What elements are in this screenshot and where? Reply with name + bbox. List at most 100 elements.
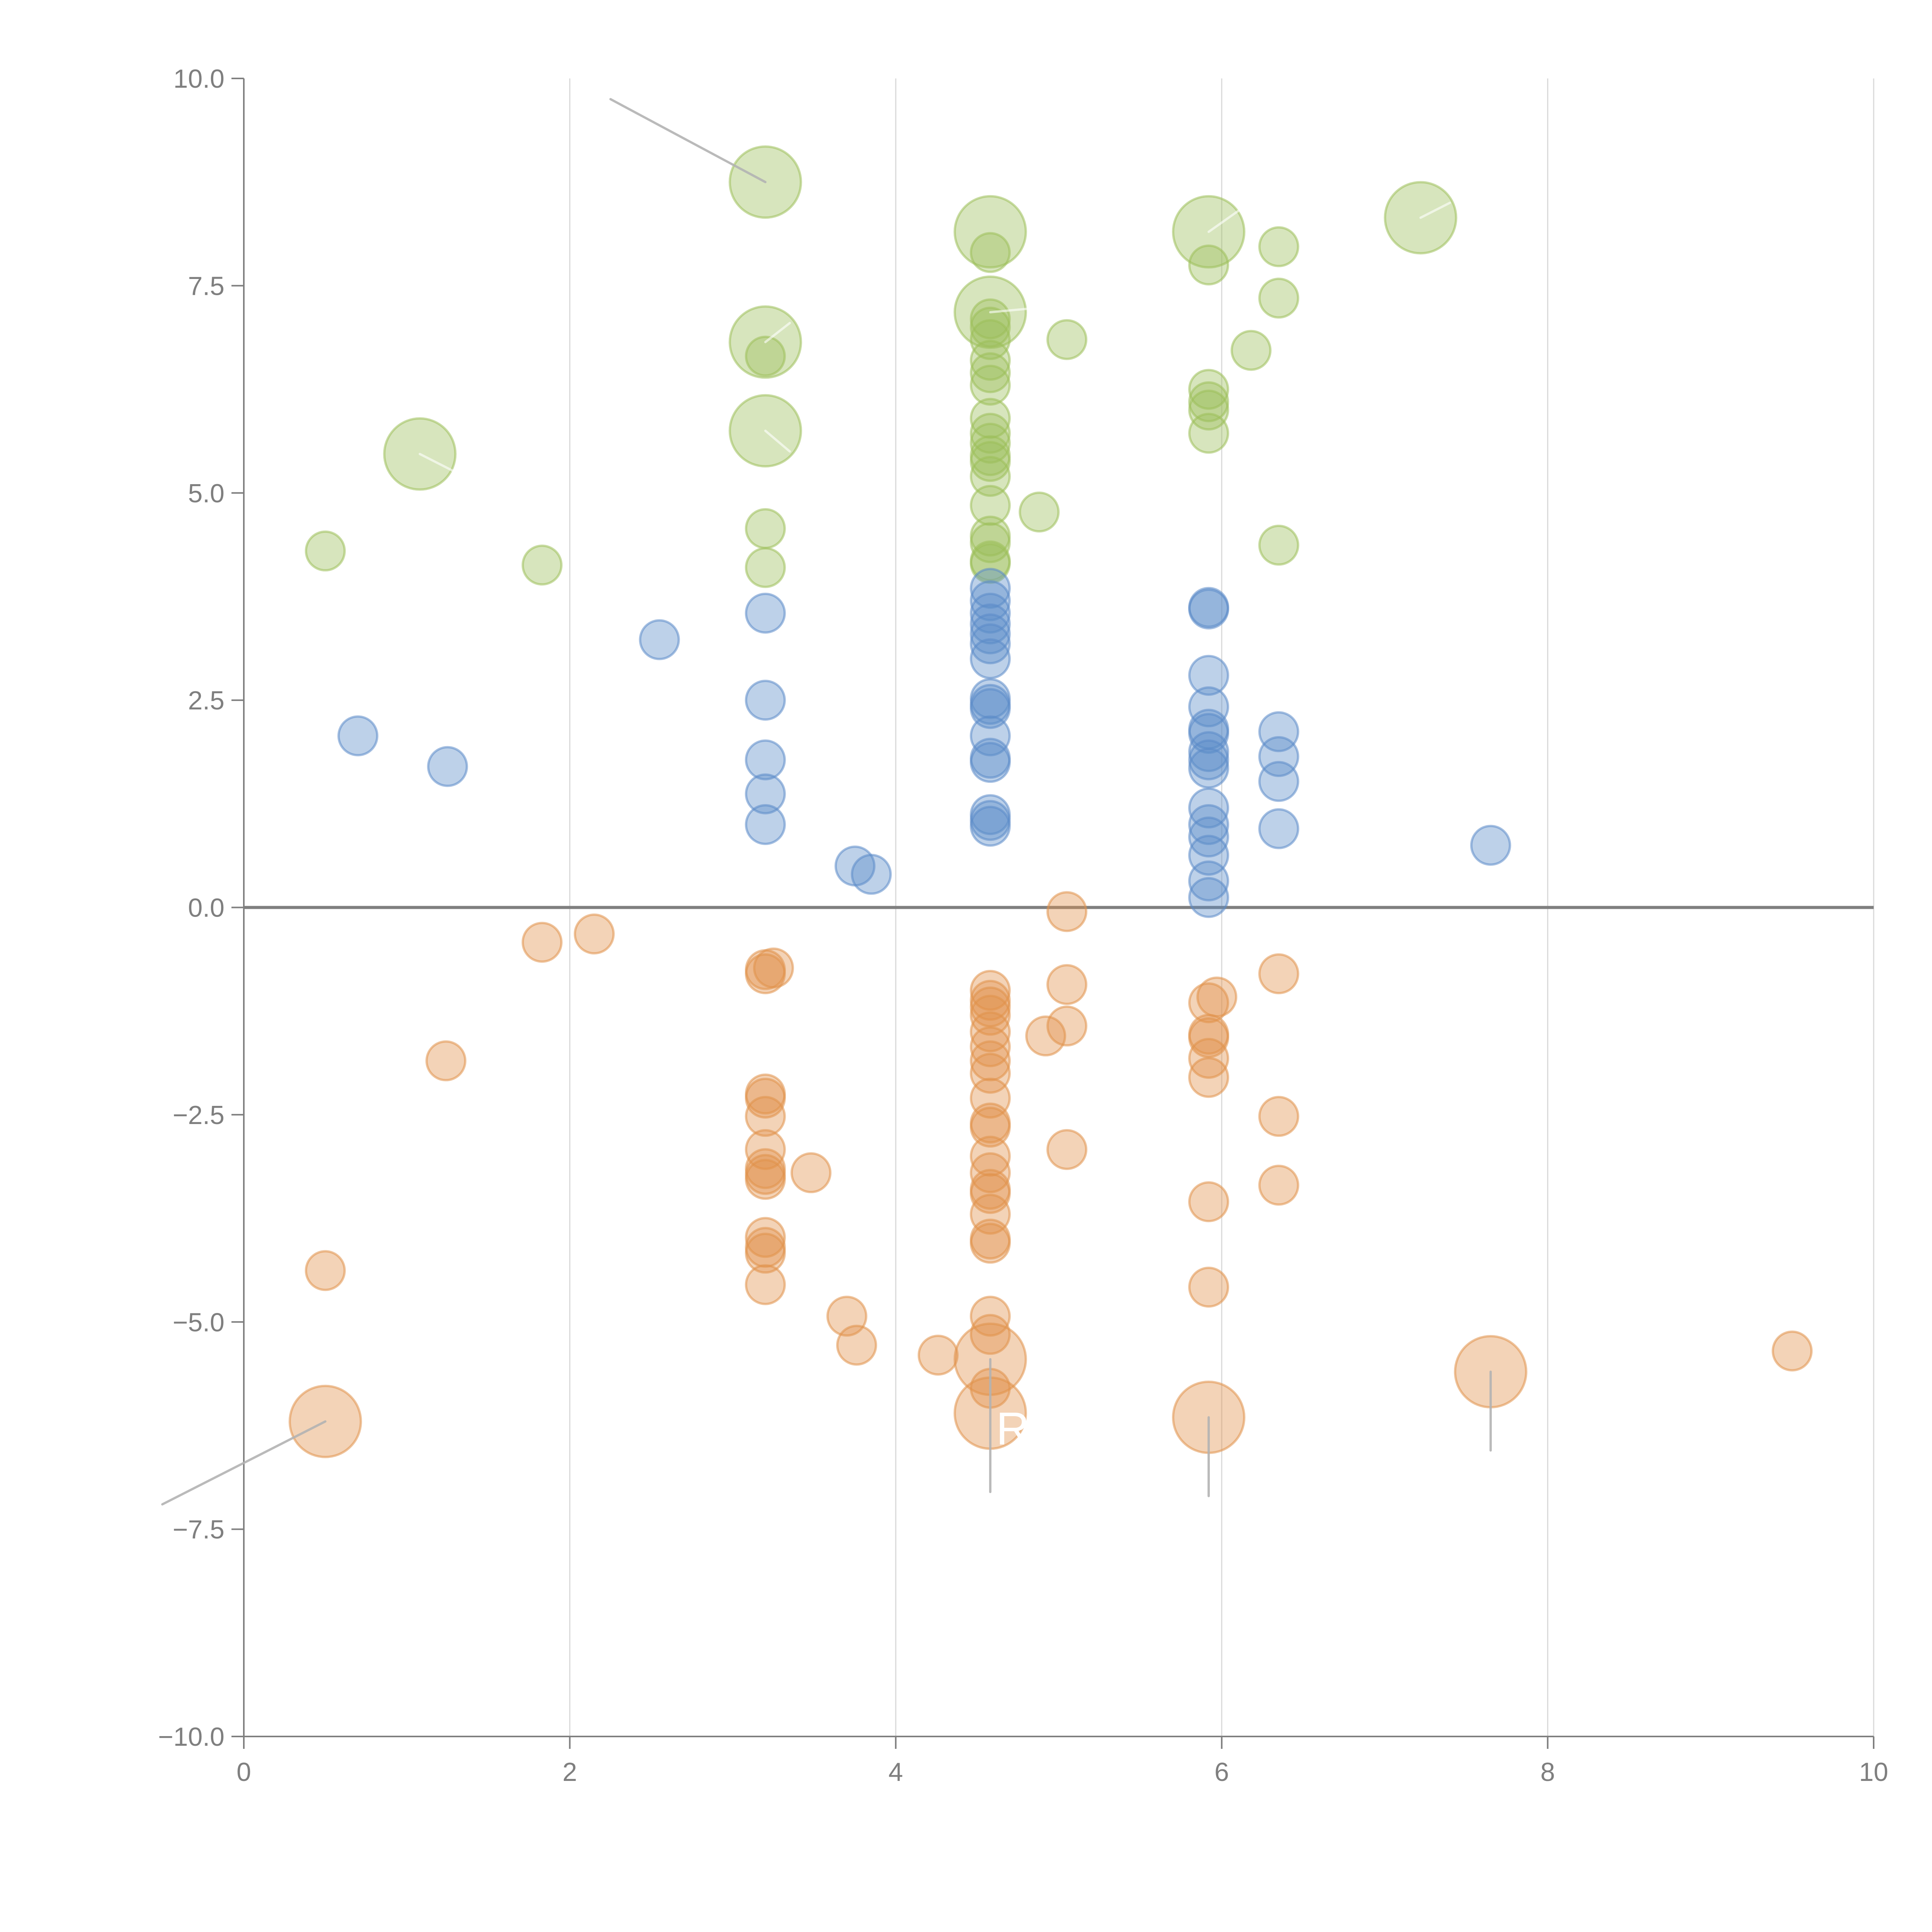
annotation-label: R	[996, 1403, 1030, 1454]
bubble-point	[969, 456, 1011, 497]
bubble-point	[1025, 1015, 1066, 1057]
bubble-point	[745, 1096, 786, 1137]
bubble-point	[745, 1233, 786, 1274]
bubble-point	[969, 1011, 1011, 1053]
x-tick-label: 0	[236, 1757, 251, 1787]
bubble-point	[1188, 413, 1230, 454]
bubble-point	[304, 530, 346, 571]
bubble-point	[521, 922, 563, 963]
bubble-point	[969, 485, 1011, 526]
bubble-point	[969, 1173, 1011, 1214]
bubble-point	[969, 970, 1011, 1011]
annotation-leader	[764, 321, 791, 344]
bubble-point	[969, 441, 1011, 482]
bubble-point	[969, 543, 1011, 584]
bubble-point	[1188, 655, 1230, 696]
bubble-point	[1188, 369, 1230, 410]
bubble-point	[953, 195, 1027, 269]
bubble-point	[969, 638, 1011, 679]
bubble-point	[836, 1325, 877, 1366]
x-tick-label: 6	[1214, 1757, 1229, 1787]
bubble-point	[969, 568, 1011, 609]
bubble-point	[1258, 1165, 1299, 1206]
y-tick-label: 2.5	[188, 686, 224, 715]
bubble-point	[1258, 808, 1299, 849]
bubble-point	[850, 854, 892, 895]
bubble-point	[1188, 877, 1230, 918]
bubble-point	[969, 352, 1011, 393]
bubble-point	[745, 1159, 786, 1200]
y-tick-label: −5.0	[173, 1308, 224, 1337]
annotation-leader	[1208, 210, 1239, 233]
bubble-point	[745, 335, 786, 377]
x-tick-label: 10	[1859, 1757, 1888, 1787]
bubble-point	[1230, 330, 1272, 371]
annotation-leader	[418, 452, 457, 474]
bubble-point	[745, 739, 786, 781]
bubble-point	[1046, 1005, 1088, 1047]
bubble-point	[969, 364, 1011, 406]
bubble-point	[969, 613, 1011, 655]
bubble-point	[1258, 761, 1299, 802]
bubble-point	[521, 544, 563, 586]
x-axis-ticks: 0 2 4 6 8 10	[236, 1736, 1888, 1787]
bubble-point	[1046, 1129, 1088, 1170]
bubble-point	[745, 508, 786, 549]
bubble-point	[1019, 492, 1060, 533]
y-tick-label: −10.0	[158, 1722, 224, 1752]
bubble-point	[1258, 277, 1299, 319]
bubble-point	[1188, 244, 1230, 286]
bubble-point	[1188, 1267, 1230, 1308]
bubble-point	[1258, 953, 1299, 995]
y-tick-label: 5.0	[188, 479, 224, 508]
y-axis-ticks: 10.0 7.5 5.0 2.5 0.0 −2.5 −5.0 −7.5 −10.0	[158, 64, 244, 1752]
y-tick-label: 10.0	[173, 64, 224, 94]
bubble-point	[573, 913, 615, 955]
annotation-leader	[1419, 201, 1451, 219]
bubble-point	[1046, 964, 1088, 1005]
bubble-point	[1188, 787, 1230, 829]
bubble-point	[745, 1264, 786, 1305]
bubble-point	[969, 1107, 1011, 1148]
bubble-point	[969, 232, 1011, 273]
bubble-point	[1188, 860, 1230, 901]
bubble-point	[790, 1152, 832, 1194]
series-green	[304, 145, 1458, 588]
annotation-layer: R	[161, 98, 1492, 1506]
series-blue	[337, 568, 1511, 918]
bubble-point	[1188, 1057, 1230, 1098]
bubble-point	[1046, 891, 1088, 932]
bubble-point	[969, 1053, 1011, 1094]
annotation-leader	[609, 98, 767, 184]
bubble-point	[969, 398, 1011, 439]
bubble-point	[1258, 711, 1299, 752]
bubble-point	[1258, 736, 1299, 777]
bubble-point	[969, 1194, 1011, 1235]
y-tick-label: 7.5	[188, 271, 224, 301]
bubble-point	[969, 742, 1011, 783]
bubble-point	[969, 319, 1011, 360]
bubble-point	[969, 1040, 1011, 1082]
x-tick-label: 4	[888, 1757, 903, 1787]
bubble-point	[639, 619, 680, 660]
bubble-point	[337, 715, 379, 757]
bubble-point	[969, 806, 1011, 847]
bubble-point	[1188, 1181, 1230, 1223]
bubble-point	[969, 1223, 1011, 1264]
bubble-point	[1188, 389, 1230, 431]
series-orange	[288, 891, 1813, 1458]
bubble-point	[1188, 982, 1230, 1024]
bubble-point	[969, 623, 1011, 665]
bubble-point	[425, 1040, 467, 1082]
bubble-point	[969, 1152, 1011, 1194]
bubble-layer	[288, 145, 1813, 1458]
bubble-point	[1470, 825, 1511, 866]
bubble-point	[917, 1335, 959, 1376]
bubble-point	[969, 413, 1011, 454]
annotation-leader	[764, 429, 791, 453]
bubble-point	[745, 953, 786, 995]
bubble-point	[745, 1217, 786, 1258]
bubble-point	[969, 1077, 1011, 1119]
y-tick-label: 0.0	[188, 893, 224, 923]
